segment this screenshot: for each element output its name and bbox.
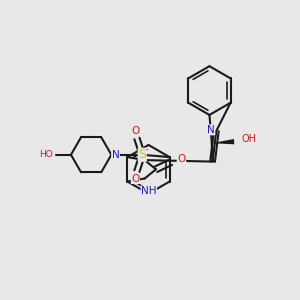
Text: S: S: [138, 148, 146, 161]
Text: O: O: [177, 154, 186, 164]
Polygon shape: [212, 139, 234, 144]
Text: O: O: [131, 173, 140, 184]
Text: HO: HO: [39, 150, 52, 159]
Text: OH: OH: [242, 134, 256, 144]
Text: N: N: [112, 150, 119, 160]
Text: N: N: [207, 125, 215, 135]
Text: OH: OH: [40, 150, 54, 159]
Text: O: O: [177, 154, 186, 164]
Text: NH: NH: [141, 186, 157, 196]
Text: O: O: [131, 126, 140, 136]
